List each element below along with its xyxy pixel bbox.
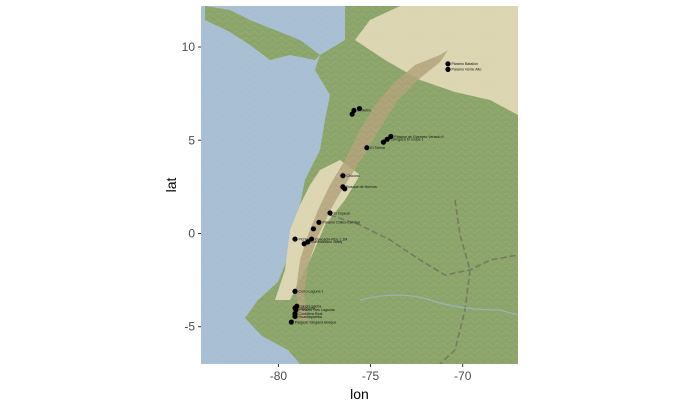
site-label: Sinchi Sacha bbox=[300, 304, 321, 308]
site-label: Páramo de Guerrero Venado II bbox=[394, 135, 443, 139]
basemap bbox=[201, 6, 518, 364]
site-label: Páramo Tres Lagunas bbox=[299, 308, 335, 312]
site-point bbox=[301, 241, 307, 247]
site-label: Chicoral bbox=[346, 174, 359, 178]
basemap-river bbox=[359, 294, 518, 316]
site-label: Carihuairazo Valley bbox=[311, 240, 342, 244]
basemap-border bbox=[329, 199, 518, 364]
site-label: Páramo Verde Alto bbox=[451, 68, 481, 72]
site-label: Huashapamba bbox=[298, 315, 321, 319]
site-label: Pargesh Yangana Bosque bbox=[295, 320, 337, 324]
site-point bbox=[384, 136, 390, 142]
site-point bbox=[292, 313, 298, 320]
site-point bbox=[340, 173, 346, 179]
y-tick-label: 0 bbox=[188, 226, 195, 240]
site-label: El Cujacal bbox=[334, 211, 350, 215]
site-label: El Tolima bbox=[370, 146, 385, 150]
site-point bbox=[380, 139, 387, 145]
site-point bbox=[292, 236, 298, 242]
x-tick-label: -75 bbox=[362, 369, 380, 383]
site-point bbox=[445, 61, 451, 67]
y-tick-label: -5 bbox=[184, 320, 195, 334]
site-label: Pichincha bbox=[298, 237, 314, 241]
site-point bbox=[349, 111, 355, 117]
y-tick-label: 5 bbox=[188, 133, 195, 147]
site-point bbox=[316, 219, 322, 225]
y-axis: -5 0 5 10 bbox=[182, 40, 201, 334]
site-label: Oyacachi-Pico 1.1M bbox=[315, 237, 347, 241]
site-label: Bosque de Huevos bbox=[346, 185, 377, 189]
x-axis-title: lon bbox=[350, 386, 369, 402]
site-label: Chingaza El Golpe 1 bbox=[391, 138, 424, 142]
y-tick-label: 10 bbox=[182, 40, 196, 54]
site-point bbox=[292, 288, 298, 294]
site-point bbox=[356, 105, 363, 112]
site-point bbox=[342, 186, 348, 192]
x-tick-label: -80 bbox=[270, 369, 288, 383]
basemap-relief-texture bbox=[201, 6, 518, 364]
site-label: Cordillera Real bbox=[298, 312, 322, 316]
site-point bbox=[308, 236, 315, 242]
site-point bbox=[388, 133, 394, 140]
x-axis: -80 -75 -70 bbox=[270, 364, 472, 383]
site-point bbox=[288, 319, 294, 325]
points-layer: Páramo Batallón Páramo Verde Alto El Retir… bbox=[288, 61, 481, 325]
site-label: Páramo Batallón bbox=[451, 62, 478, 66]
site-point bbox=[445, 66, 451, 72]
site-point bbox=[310, 226, 317, 232]
site-label: Páramo Chiles-Cumbal bbox=[322, 221, 359, 225]
site-label: Cerro Laguna 1 bbox=[298, 290, 323, 294]
y-axis-title: lat bbox=[163, 178, 179, 193]
site-point bbox=[327, 210, 333, 216]
site-label: Cajanuma bbox=[298, 306, 314, 310]
site-label: El Retiro bbox=[357, 109, 371, 113]
site-point bbox=[364, 145, 370, 151]
x-tick-label: -70 bbox=[454, 369, 472, 383]
